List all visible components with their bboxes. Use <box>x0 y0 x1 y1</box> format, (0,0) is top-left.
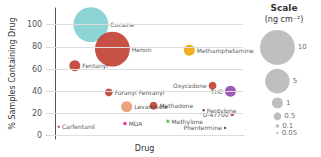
svg-text:0: 0 <box>37 131 42 140</box>
svg-text:10: 10 <box>298 43 307 51</box>
svg-text:0.05: 0.05 <box>282 129 298 137</box>
svg-text:80: 80 <box>32 42 42 51</box>
svg-text:Cocaine: Cocaine <box>110 21 135 29</box>
svg-text:Methylone: Methylone <box>171 117 203 125</box>
svg-text:Levamisole: Levamisole <box>134 103 168 111</box>
svg-text:100: 100 <box>27 20 42 29</box>
svg-text:Furanyl Fentanyl: Furanyl Fentanyl <box>115 89 165 97</box>
svg-text:% Samples Containing Drug: % Samples Containing Drug <box>8 17 17 129</box>
svg-text:0.5: 0.5 <box>284 112 295 120</box>
svg-text:40: 40 <box>32 87 42 96</box>
svg-text:0.1: 0.1 <box>282 121 294 130</box>
svg-text:Drug: Drug <box>135 144 155 153</box>
svg-text:THC: THC <box>210 87 223 95</box>
svg-text:MDA: MDA <box>129 120 144 127</box>
svg-text:20: 20 <box>32 109 42 118</box>
svg-text:Heroin: Heroin <box>132 46 152 53</box>
svg-text:Fentanyl: Fentanyl <box>82 62 108 70</box>
svg-text:Scale: Scale <box>270 3 297 13</box>
svg-text:Methamphetamine: Methamphetamine <box>196 46 254 54</box>
svg-text:Oxycodone: Oxycodone <box>173 82 207 90</box>
svg-text:(ng cm⁻²): (ng cm⁻²) <box>265 15 304 24</box>
svg-text:Methadone: Methadone <box>159 102 193 109</box>
svg-text:Phentermine: Phentermine <box>184 124 223 131</box>
svg-text:U-47700: U-47700 <box>203 111 229 118</box>
svg-text:Carfentanil: Carfentanil <box>62 123 95 130</box>
svg-text:1: 1 <box>286 99 290 107</box>
svg-text:60: 60 <box>32 65 42 74</box>
svg-text:5: 5 <box>293 77 297 85</box>
